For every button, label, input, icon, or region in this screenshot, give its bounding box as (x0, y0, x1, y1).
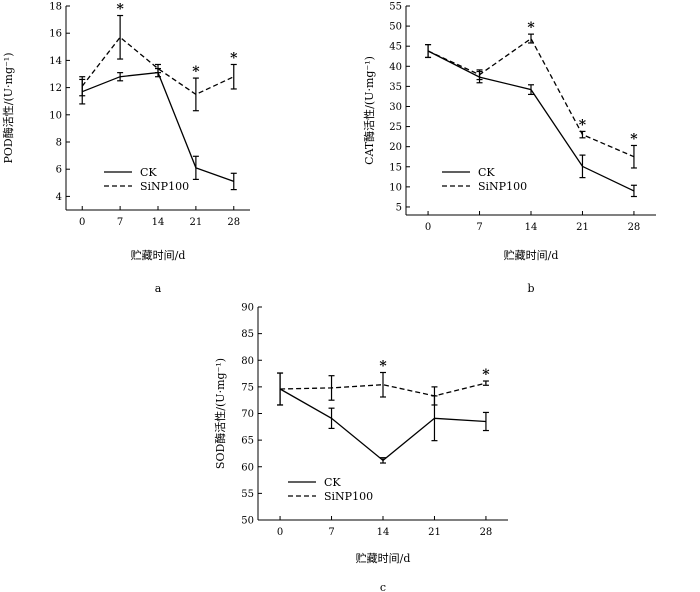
x-tick-label: 14 (152, 217, 165, 228)
y-tick-label: 80 (241, 356, 254, 367)
y-tick-label: 20 (389, 142, 402, 153)
y-tick-label: 50 (389, 22, 402, 33)
x-tick-label: 28 (227, 217, 240, 228)
x-tick-label: 0 (425, 222, 431, 233)
y-tick-label: 10 (389, 182, 402, 193)
y-axis-label: CAT酶活性/(U·mg⁻¹) (362, 56, 376, 165)
x-axis-label: 贮藏时间/d (356, 552, 411, 565)
y-tick-label: 60 (241, 462, 254, 473)
legend-label-ck: CK (478, 166, 495, 179)
y-tick-label: 10 (49, 110, 62, 121)
legend-label-sinp100: SiNP100 (324, 490, 373, 503)
significance-star: * (527, 20, 535, 36)
y-tick-label: 55 (241, 489, 254, 500)
x-tick-label: 14 (525, 222, 538, 233)
y-tick-label: 85 (241, 329, 254, 340)
panel-letter: a (155, 282, 162, 295)
series-line-ck (81, 71, 235, 183)
x-tick-label: 0 (79, 217, 85, 228)
y-tick-label: 35 (389, 82, 402, 93)
y-tick-label: 16 (49, 29, 62, 40)
y-axis-label: SOD酶活性/(U·mg⁻¹) (213, 358, 227, 469)
panel-letter: c (380, 581, 386, 592)
legend-label-ck: CK (140, 166, 157, 179)
y-tick-label: 45 (389, 42, 402, 53)
x-axis-label: 贮藏时间/d (504, 249, 559, 262)
y-tick-label: 70 (241, 409, 254, 420)
x-tick-label: 14 (377, 527, 390, 538)
y-tick-label: 5 (396, 202, 402, 213)
x-tick-label: 28 (480, 527, 493, 538)
x-tick-label: 7 (117, 217, 123, 228)
chart-panel-b: 5 10 15 20 25 30 35 40 45 50 55 0 7 14 21 28 贮藏时间/d CAT酶活… (362, 2, 656, 295)
legend-label-sinp100: SiNP100 (478, 180, 527, 193)
series-line-sinp100 (280, 382, 487, 397)
x-tick-label: 28 (628, 222, 641, 233)
significance-star: * (482, 367, 490, 383)
y-tick-label: 6 (56, 165, 62, 176)
series-line-ck (279, 388, 486, 462)
y-tick-label: 12 (49, 83, 62, 94)
panel-letter: b (527, 282, 534, 295)
x-tick-label: 7 (476, 222, 482, 233)
y-axis-label: POD酶活性/(U·mg⁻¹) (1, 53, 15, 164)
y-tick-label: 15 (389, 162, 402, 173)
series-line-sinp100 (427, 37, 635, 158)
significance-star: * (192, 64, 200, 80)
significance-star: * (116, 2, 124, 18)
y-tick-label: 4 (56, 192, 62, 203)
legend-label-sinp100: SiNP100 (140, 180, 189, 193)
x-tick-label: 0 (277, 527, 283, 538)
y-tick-label: 50 (241, 516, 254, 527)
y-tick-label: 55 (389, 2, 402, 13)
x-axis-label: 贮藏时间/d (131, 249, 186, 262)
legend-label-ck: CK (324, 476, 341, 489)
x-tick-label: 7 (328, 527, 334, 538)
series-line-sinp100 (81, 36, 235, 96)
significance-star: * (230, 50, 238, 66)
series-line-ck (427, 50, 635, 192)
y-tick-label: 75 (241, 382, 254, 393)
x-tick-label: 21 (576, 222, 589, 233)
y-tick-label: 18 (49, 2, 62, 13)
x-tick-label: 21 (428, 527, 441, 538)
y-tick-label: 65 (241, 436, 254, 447)
chart-panel-c: 50 55 60 65 70 75 80 85 90 0 7 14 21 28 贮藏时间/d SOD酶活性/(… (213, 303, 508, 592)
significance-star: * (379, 358, 387, 374)
y-tick-label: 30 (389, 102, 402, 113)
chart-panel-a: 4 6 8 10 12 14 16 18 0 7 14 21 28 贮藏时间/d POD酶活性/(U·mg⁻… (1, 2, 250, 295)
y-tick-label: 90 (241, 303, 254, 314)
significance-star: * (630, 131, 638, 147)
y-tick-label: 25 (389, 122, 402, 133)
x-tick-label: 21 (190, 217, 203, 228)
y-tick-label: 8 (56, 138, 62, 149)
significance-star: * (579, 117, 587, 133)
y-tick-label: 40 (389, 62, 402, 73)
y-tick-label: 14 (49, 56, 62, 67)
